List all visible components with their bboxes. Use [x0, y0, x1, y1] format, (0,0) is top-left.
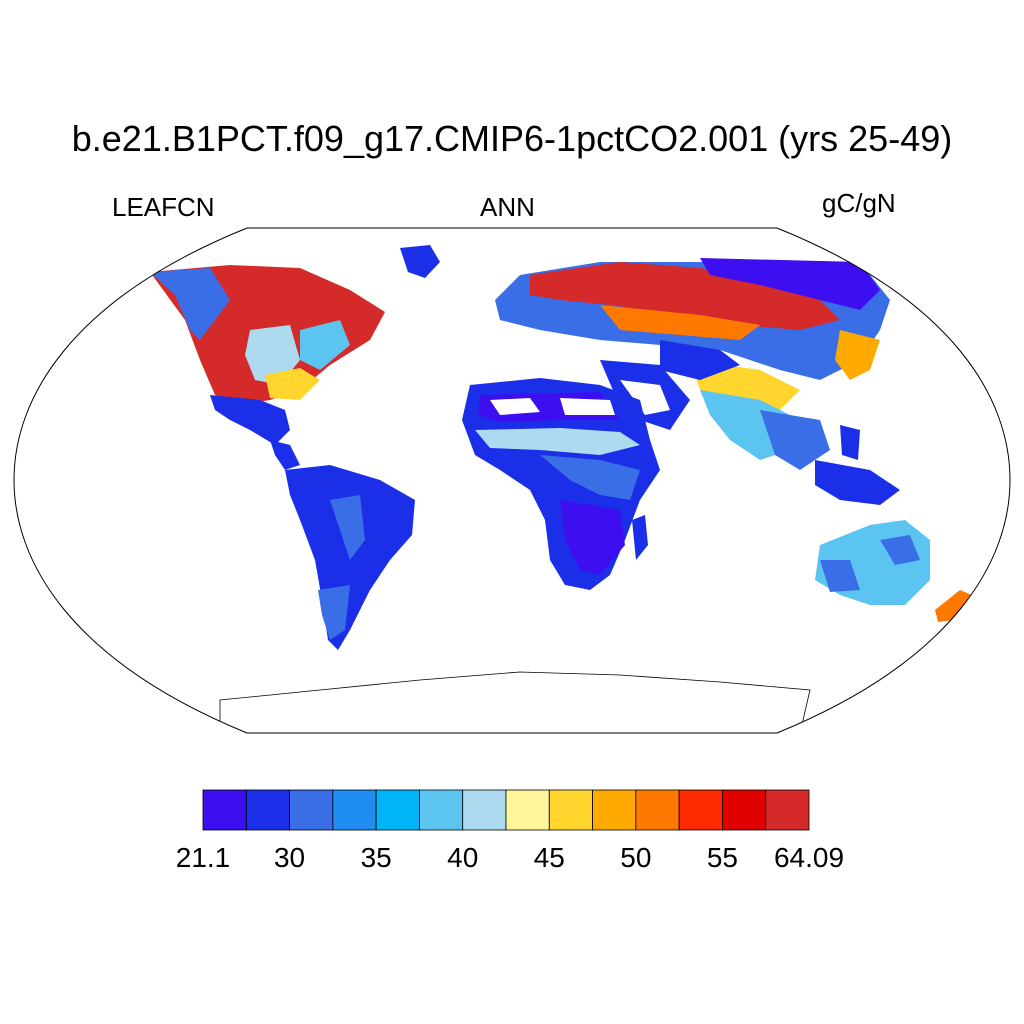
colorbar-tick-label: 21.1: [175, 842, 231, 873]
colorbar-tick-label: 55: [706, 842, 738, 873]
colorbar-tick-label: 50: [620, 842, 652, 873]
colorbar-swatch: [592, 789, 637, 831]
colorbar-swatch: [635, 789, 680, 831]
colorbar-swatch: [375, 789, 420, 831]
colorbar-swatch: [548, 789, 593, 831]
colorbar-swatch: [462, 789, 507, 831]
colorbar-swatch: [505, 789, 550, 831]
land-data-layer: [150, 245, 972, 733]
map-border: [13, 227, 1011, 734]
colorbar-tick-label: 30: [273, 842, 306, 873]
colorbar-tick-label: 40: [447, 842, 479, 873]
colorbar-swatch: [419, 789, 464, 831]
colorbar-swatch: [289, 789, 334, 831]
units-label: gC/gN: [822, 188, 896, 218]
season-label: ANN: [480, 192, 535, 222]
colorbar-swatch: [722, 789, 767, 831]
colorbar-swatch: [678, 789, 723, 831]
colorbar-tick-label: 35: [360, 842, 392, 873]
colorbar-swatch: [245, 789, 290, 831]
variable-label: LEAFCN: [112, 192, 215, 222]
colorbar-tick-label: 45: [533, 842, 565, 873]
map-title: b.e21.B1PCT.f09_g17.CMIP6-1pctCO2.001 (y…: [71, 118, 953, 159]
colorbar: [202, 789, 810, 831]
colorbar-swatch: [332, 789, 377, 831]
colorbar-tick-label: 64.09: [773, 842, 845, 873]
colorbar-swatch: [765, 789, 810, 831]
colorbar-swatch: [202, 789, 247, 831]
